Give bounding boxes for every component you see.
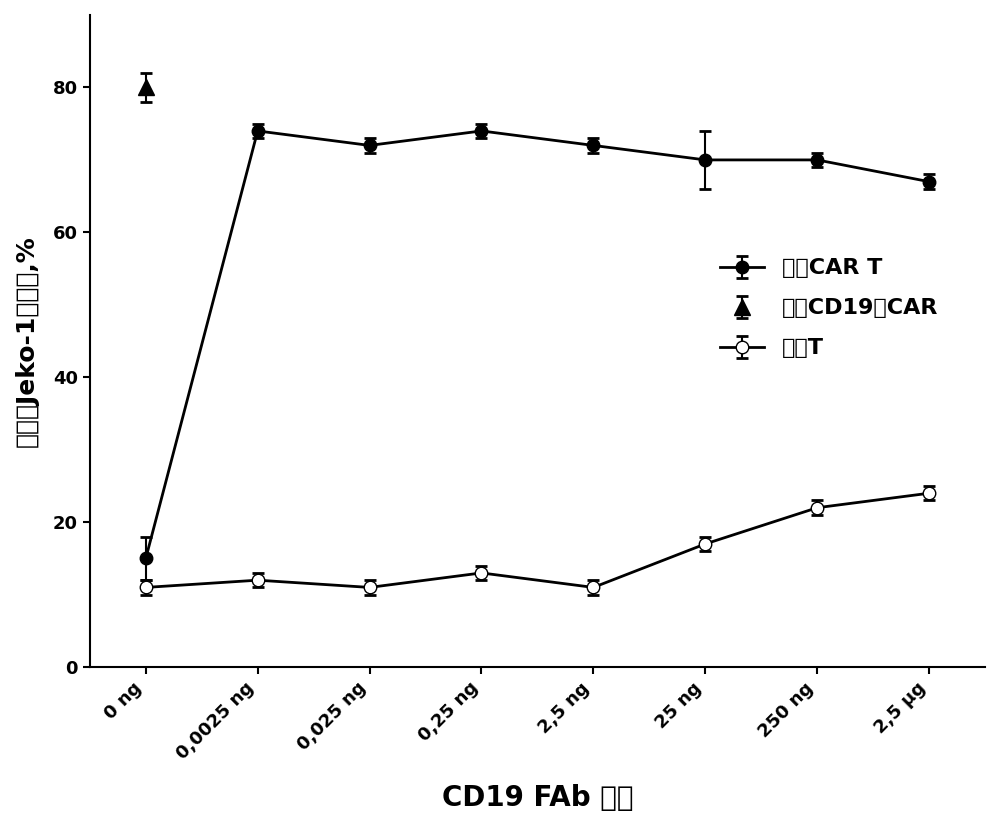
Y-axis label: 杀伤的Jeko-1靶细胞,%: 杀伤的Jeko-1靶细胞,%	[15, 235, 39, 447]
X-axis label: CD19 FAb 适体: CD19 FAb 适体	[442, 784, 633, 812]
Legend: 适体CAR T, 针对CD19的CAR, 模拟T: 适体CAR T, 针对CD19的CAR, 模拟T	[711, 250, 947, 367]
